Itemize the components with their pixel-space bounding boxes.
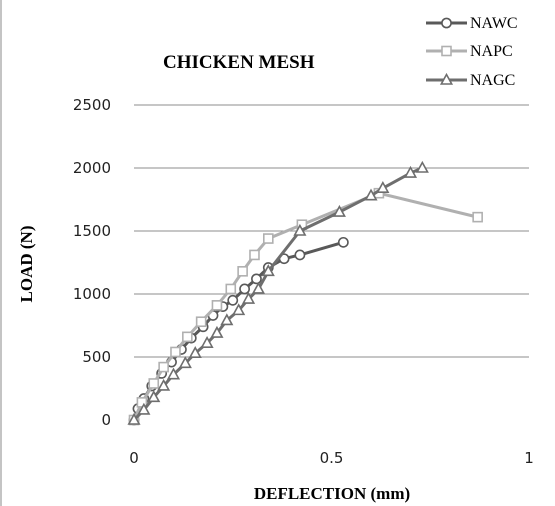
chart-title: CHICKEN MESH xyxy=(163,52,315,73)
data-point-napc xyxy=(237,266,248,277)
data-point-nagc xyxy=(137,402,151,415)
data-point-napc xyxy=(182,331,193,343)
data-point-nagc xyxy=(332,204,346,217)
series-group xyxy=(127,160,483,426)
x-axis-title: DEFLECTION (mm) xyxy=(254,484,410,503)
y-axis-title: LOAD (N) xyxy=(17,226,36,303)
series-napc xyxy=(128,187,483,426)
series-nagc xyxy=(127,160,429,425)
y-tick-label: 2000 xyxy=(73,159,111,177)
data-point-nagc xyxy=(251,281,265,294)
data-point-nagc xyxy=(147,390,161,403)
y-tick-label: 0 xyxy=(101,411,111,429)
y-tick-label: 1500 xyxy=(73,222,111,240)
data-point-nagc xyxy=(232,303,246,316)
y-tick-label: 2500 xyxy=(73,96,111,114)
data-point-nawc xyxy=(239,283,250,295)
data-point-nawc xyxy=(251,273,262,285)
data-point-napc xyxy=(158,361,169,373)
data-point-nagc xyxy=(210,325,224,338)
data-point-napc xyxy=(211,300,223,311)
y-tick-label: 1000 xyxy=(73,285,111,303)
data-point-nagc xyxy=(403,165,418,178)
data-point-nagc xyxy=(127,412,141,425)
data-point-nagc xyxy=(376,180,390,193)
data-point-nawc xyxy=(227,294,239,306)
legend-marker xyxy=(439,72,454,85)
legend-label: NAPC xyxy=(470,43,513,60)
legend-entry-napc: NAPC xyxy=(426,43,513,60)
legend-entry-nawc: NAWC xyxy=(426,15,518,32)
data-point-napc xyxy=(170,346,181,358)
legend-label: NAWC xyxy=(470,15,518,32)
data-point-napc xyxy=(195,316,207,328)
data-point-nagc xyxy=(178,356,192,369)
data-point-nawc xyxy=(294,249,306,261)
data-point-nagc xyxy=(364,188,378,201)
x-tick-label: 0.5 xyxy=(320,449,344,467)
data-point-nagc xyxy=(261,264,275,277)
x-tick-label: 1 xyxy=(524,449,534,467)
data-point-nagc xyxy=(166,367,181,380)
legend-label: NAGC xyxy=(470,72,515,89)
data-point-napc xyxy=(262,233,274,244)
data-point-napc xyxy=(249,249,260,261)
data-point-nagc xyxy=(220,313,234,326)
y-tick-label: 500 xyxy=(82,348,111,366)
data-point-nawc xyxy=(337,236,349,248)
y-tick-labels: 0 500 1000 1500 2000 2500 xyxy=(73,96,111,429)
data-point-nagc xyxy=(415,160,429,173)
legend-entry-nagc: NAGC xyxy=(426,72,515,89)
data-point-nagc xyxy=(200,335,214,348)
legend-marker xyxy=(441,45,452,57)
legend-marker xyxy=(441,17,452,29)
data-point-nagc xyxy=(242,291,256,304)
x-tick-labels: 0 0.5 1 xyxy=(129,449,534,467)
legend: NAWC NAPC NAGC xyxy=(426,15,518,89)
data-point-nagc xyxy=(188,346,202,359)
data-point-napc xyxy=(148,378,160,389)
data-point-nagc xyxy=(157,378,171,391)
data-point-nagc xyxy=(293,223,307,236)
data-point-napc xyxy=(225,283,237,295)
x-tick-label: 0 xyxy=(129,449,139,467)
data-point-napc xyxy=(472,211,483,223)
